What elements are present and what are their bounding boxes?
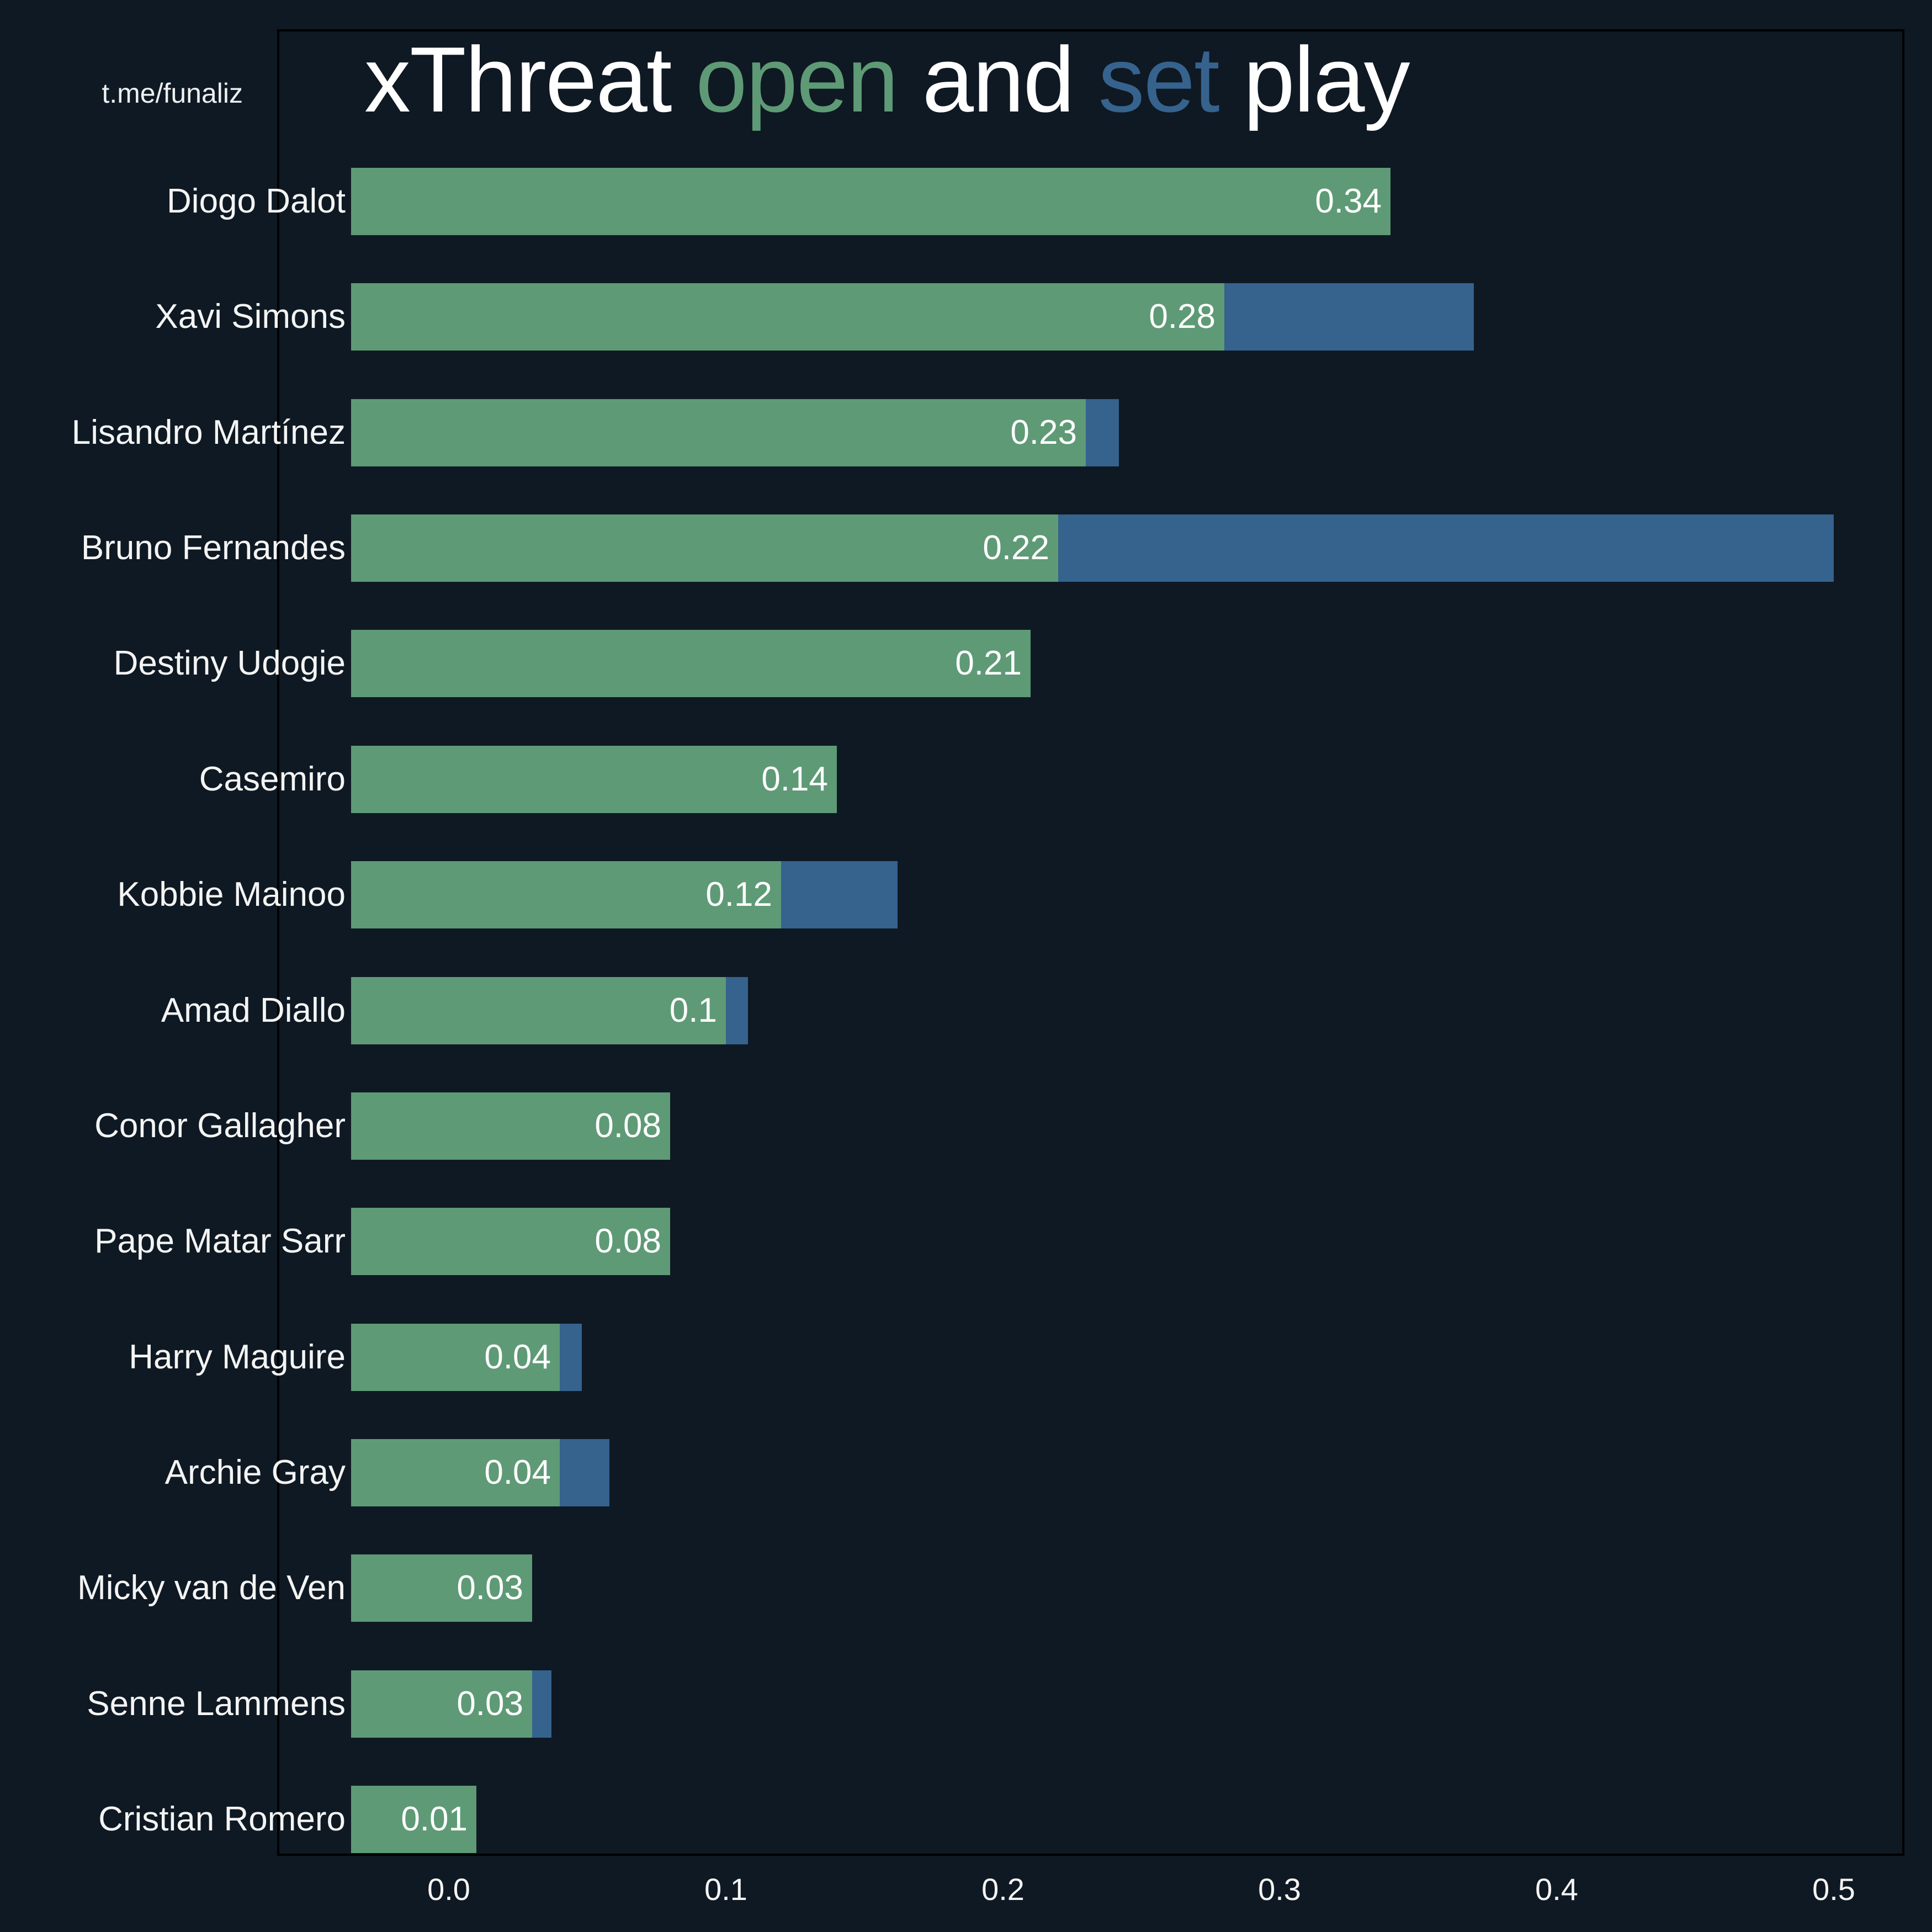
open-play-value-label: 0.01 bbox=[401, 1800, 468, 1838]
watermark: t.me/funaliz bbox=[102, 78, 243, 109]
set-play-bar-segment bbox=[1224, 283, 1474, 351]
open-play-bar-segment bbox=[351, 1786, 476, 1853]
open-play-bar-segment bbox=[351, 283, 1224, 351]
player-name-label: Micky van de Ven bbox=[77, 1569, 346, 1607]
open-play-value-label: 0.23 bbox=[1010, 413, 1077, 452]
set-play-bar-segment bbox=[1086, 399, 1119, 466]
plot-area bbox=[277, 29, 1904, 1856]
x-axis-tick-label: 0.0 bbox=[427, 1872, 470, 1907]
player-name-label: Pape Matar Sarr bbox=[94, 1222, 346, 1260]
x-axis-tick-label: 0.3 bbox=[1258, 1872, 1301, 1907]
open-play-value-label: 0.03 bbox=[457, 1685, 523, 1723]
open-play-value-label: 0.1 bbox=[669, 991, 717, 1029]
open-play-value-label: 0.04 bbox=[484, 1338, 551, 1376]
open-play-bar-segment bbox=[351, 1324, 560, 1391]
open-play-bar-segment bbox=[351, 1208, 670, 1275]
x-axis-tick-label: 0.2 bbox=[981, 1872, 1025, 1907]
player-name-label: Cristian Romero bbox=[98, 1800, 346, 1838]
open-play-value-label: 0.03 bbox=[457, 1569, 523, 1607]
open-play-bar-segment bbox=[351, 1670, 532, 1738]
player-name-label: Diogo Dalot bbox=[167, 182, 346, 220]
title-part-1: open bbox=[696, 28, 899, 131]
set-play-bar-segment bbox=[781, 861, 898, 928]
open-play-value-label: 0.22 bbox=[983, 529, 1049, 567]
player-name-label: Xavi Simons bbox=[155, 298, 346, 336]
player-name-label: Kobbie Mainoo bbox=[117, 875, 346, 914]
open-play-value-label: 0.08 bbox=[595, 1222, 661, 1260]
player-name-label: Casemiro bbox=[199, 760, 346, 798]
open-play-bar-segment bbox=[351, 630, 1031, 697]
set-play-bar-segment bbox=[1058, 514, 1834, 582]
open-play-value-label: 0.12 bbox=[705, 875, 772, 914]
player-name-label: Destiny Udogie bbox=[113, 644, 346, 682]
open-play-bar-segment bbox=[351, 1439, 560, 1506]
title-part-2: and bbox=[897, 28, 1098, 131]
title-part-4: play bbox=[1218, 28, 1410, 131]
player-name-label: Harry Maguire bbox=[129, 1338, 346, 1376]
open-play-value-label: 0.21 bbox=[955, 644, 1022, 682]
x-axis-tick-label: 0.1 bbox=[704, 1872, 747, 1907]
player-name-label: Archie Gray bbox=[164, 1453, 346, 1492]
open-play-value-label: 0.14 bbox=[761, 760, 828, 798]
open-play-bar-segment bbox=[351, 168, 1390, 235]
open-play-bar-segment bbox=[351, 399, 1086, 466]
player-name-label: Lisandro Martínez bbox=[71, 413, 346, 452]
open-play-bar-segment bbox=[351, 746, 837, 813]
open-play-value-label: 0.08 bbox=[595, 1107, 661, 1145]
set-play-bar-segment bbox=[560, 1439, 609, 1506]
player-name-label: Amad Diallo bbox=[161, 991, 346, 1029]
x-axis-tick-label: 0.4 bbox=[1535, 1872, 1578, 1907]
open-play-value-label: 0.04 bbox=[484, 1453, 551, 1492]
player-name-label: Senne Lammens bbox=[87, 1685, 346, 1723]
player-name-label: Conor Gallagher bbox=[94, 1107, 346, 1145]
set-play-bar-segment bbox=[532, 1670, 551, 1738]
chart-title: xThreat open and set play bbox=[364, 26, 1410, 133]
open-play-bar-segment bbox=[351, 977, 726, 1044]
set-play-bar-segment bbox=[726, 977, 748, 1044]
set-play-bar-segment bbox=[560, 1324, 582, 1391]
open-play-bar-segment bbox=[351, 1092, 670, 1160]
x-axis-tick-label: 0.5 bbox=[1812, 1872, 1855, 1907]
title-part-0: xThreat bbox=[364, 28, 696, 131]
open-play-value-label: 0.34 bbox=[1315, 182, 1382, 220]
title-part-3: set bbox=[1098, 28, 1220, 131]
open-play-bar-segment bbox=[351, 514, 1058, 582]
open-play-value-label: 0.28 bbox=[1149, 298, 1216, 336]
open-play-bar-segment bbox=[351, 1554, 532, 1622]
player-name-label: Bruno Fernandes bbox=[81, 529, 346, 567]
open-play-bar-segment bbox=[351, 861, 781, 928]
